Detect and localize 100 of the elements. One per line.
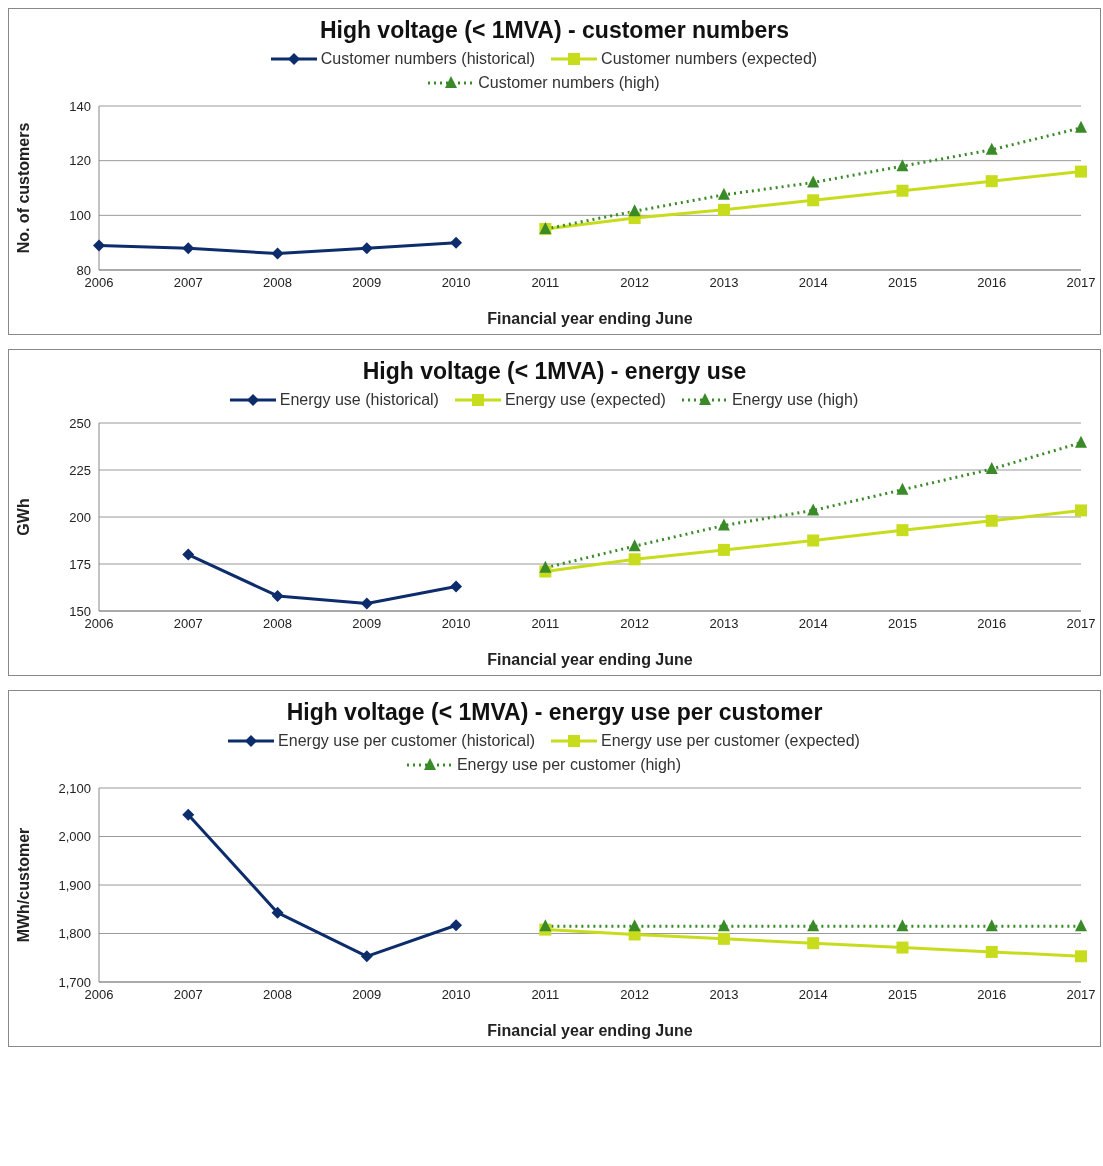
x-tick-label: 2007 (173, 275, 203, 291)
x-tick-label: 2017 (1066, 616, 1096, 632)
y-tick-label: 250 (69, 415, 91, 431)
point (1075, 950, 1087, 963)
x-tick-label: 2015 (887, 275, 917, 291)
x-tick-label: 2009 (352, 616, 382, 632)
point (628, 539, 641, 552)
point (717, 203, 730, 216)
x-tick-label: 2010 (441, 616, 471, 632)
point (985, 462, 998, 475)
point (717, 187, 730, 200)
x-tick-label: 2008 (263, 616, 293, 632)
point (1075, 919, 1087, 932)
point (807, 919, 820, 932)
point (896, 184, 909, 197)
x-tick-label: 2009 (352, 275, 382, 291)
point (1075, 165, 1087, 178)
point (717, 518, 730, 531)
legend-label: Energy use (expected) (504, 391, 666, 409)
x-tick-label: 2012 (620, 275, 650, 291)
point (182, 548, 195, 561)
point (717, 543, 730, 556)
point (628, 204, 641, 217)
x-tick-label: 2016 (977, 275, 1007, 291)
point (271, 247, 284, 260)
y-axis-title: MWh/customer (14, 827, 32, 943)
point (539, 560, 552, 573)
x-tick-label: 2010 (441, 987, 471, 1003)
point (717, 919, 730, 932)
x-tick-label: 2006 (84, 616, 114, 632)
point (896, 941, 909, 954)
point (360, 950, 373, 963)
y-tick-label: 80 (76, 262, 91, 278)
point (628, 553, 641, 566)
x-tick-label: 2011 (531, 987, 560, 1003)
point (93, 239, 105, 252)
y-tick-label: 100 (69, 207, 91, 223)
point (1075, 120, 1087, 133)
y-tick-label: 1,900 (58, 877, 91, 893)
x-tick-label: 2013 (709, 616, 739, 632)
x-tick-label: 2011 (531, 616, 560, 632)
x-tick-label: 2010 (441, 275, 471, 291)
point (896, 159, 909, 172)
point (807, 503, 820, 516)
point (985, 142, 998, 155)
point (182, 808, 195, 821)
point (182, 242, 195, 255)
y-axis-title: No. of customers (14, 122, 32, 254)
chart-title: High voltage (< 1MVA) - energy use per customer (285, 698, 824, 726)
x-axis-title: Financial year ending June (487, 651, 693, 668)
point (896, 524, 909, 537)
x-tick-label: 2013 (709, 987, 739, 1003)
point (360, 242, 373, 255)
x-tick-label: 2014 (798, 987, 828, 1003)
point (985, 945, 998, 958)
x-tick-label: 2006 (84, 275, 114, 291)
y-tick-label: 150 (69, 603, 91, 619)
x-tick-label: 2016 (977, 616, 1007, 632)
x-tick-label: 2013 (709, 275, 739, 291)
point (807, 175, 820, 188)
legend-label: Energy use per customer (high) (456, 756, 682, 774)
x-tick-label: 2015 (887, 987, 917, 1003)
y-tick-label: 175 (69, 556, 91, 572)
point (360, 597, 373, 610)
point (985, 514, 998, 527)
point (807, 534, 820, 547)
x-tick-label: 2007 (173, 616, 203, 632)
point (1075, 435, 1087, 448)
x-tick-label: 2014 (798, 275, 828, 291)
y-tick-label: 2,000 (58, 829, 91, 845)
x-tick-label: 2017 (1066, 275, 1096, 291)
point (717, 932, 730, 945)
x-axis-title: Financial year ending June (487, 310, 693, 327)
point (985, 919, 998, 932)
x-tick-label: 2012 (620, 616, 650, 632)
x-tick-label: 2016 (977, 987, 1007, 1003)
legend-label: Customer numbers (expected) (601, 50, 818, 68)
x-tick-label: 2017 (1066, 987, 1096, 1003)
y-tick-label: 200 (69, 509, 91, 525)
legend-label: Customer numbers (historical) (320, 50, 536, 68)
point (896, 919, 909, 932)
x-tick-label: 2011 (531, 275, 560, 291)
x-tick-label: 2008 (263, 275, 293, 291)
y-axis-title: GWh (14, 498, 32, 536)
point (628, 919, 641, 932)
legend-label: Energy use per customer (expected) (601, 732, 860, 750)
point (807, 937, 820, 950)
point (539, 919, 552, 932)
point (450, 236, 463, 249)
point (1075, 504, 1087, 517)
point (807, 194, 820, 207)
x-tick-label: 2007 (173, 987, 203, 1003)
point (450, 919, 463, 932)
y-tick-label: 2,100 (58, 780, 91, 796)
y-tick-label: 225 (69, 462, 91, 478)
point (985, 175, 998, 188)
x-tick-label: 2008 (263, 987, 293, 1003)
legend-label: Energy use (high) (731, 391, 859, 409)
chart-title: High voltage (< 1MVA) - customer numbers (318, 16, 791, 44)
point (896, 482, 909, 495)
